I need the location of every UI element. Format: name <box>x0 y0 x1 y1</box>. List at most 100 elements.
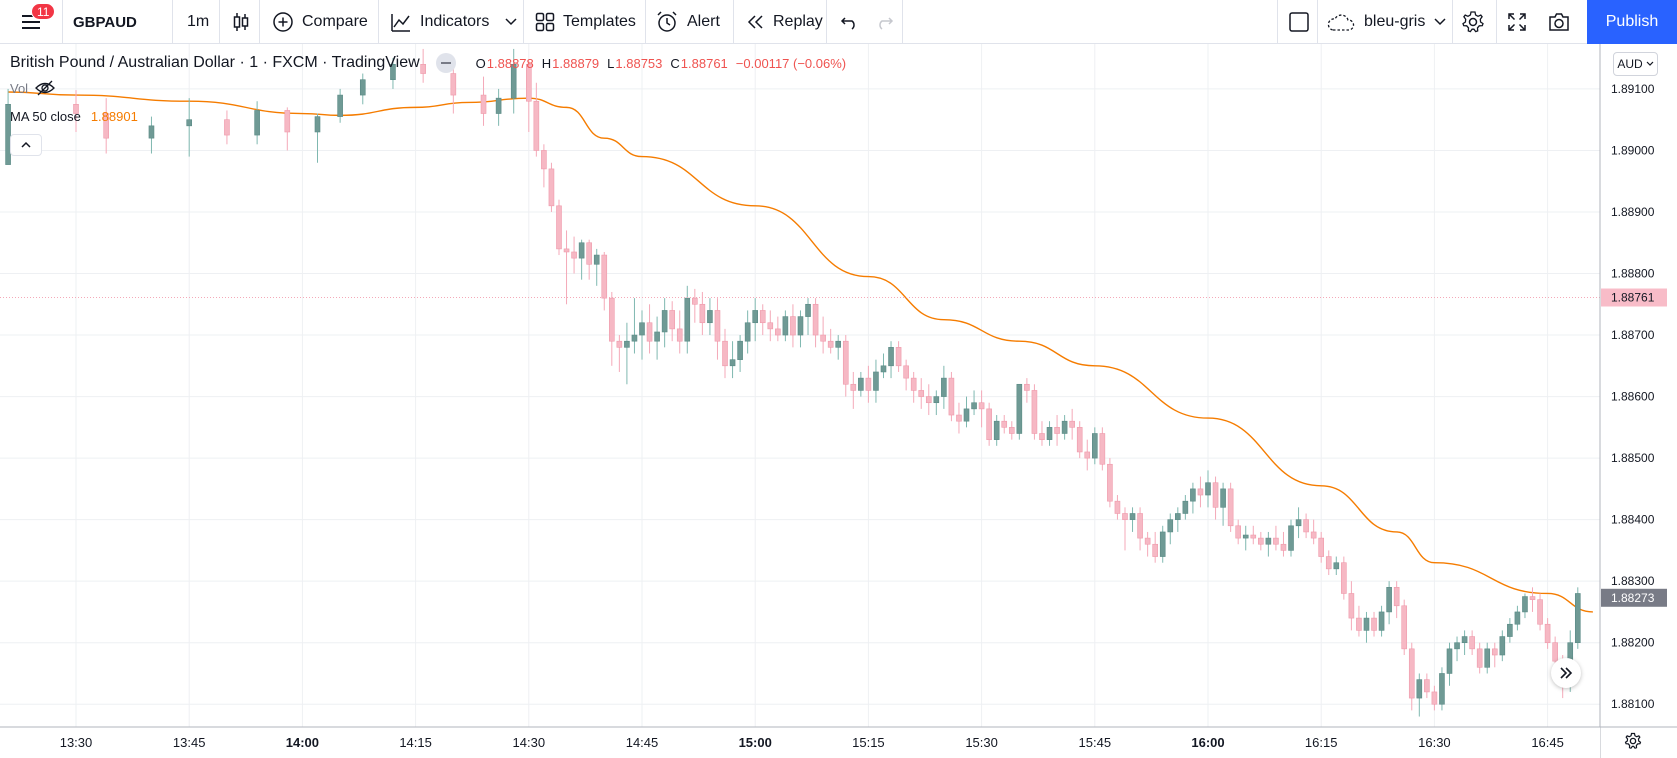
candle <box>571 236 577 274</box>
camera-icon <box>1549 13 1569 31</box>
candle <box>646 304 653 354</box>
chevron-up-icon <box>21 141 31 148</box>
price-chart[interactable]: 1.89100 1.89000 1.88900 1.88800 1.88700 1.886… <box>0 44 1677 758</box>
candle <box>533 82 540 157</box>
currency-button[interactable]: AUD <box>1613 52 1658 76</box>
candle-body <box>993 420 1000 440</box>
candle <box>525 61 532 132</box>
candle <box>548 162 555 212</box>
candle <box>1235 519 1241 545</box>
candle-body <box>186 119 192 127</box>
candle-body <box>1258 537 1264 545</box>
candle <box>767 310 774 342</box>
candle <box>1016 383 1023 440</box>
square-icon <box>1289 12 1309 32</box>
candle <box>609 291 615 366</box>
volume-legend-row[interactable]: Vol <box>10 80 56 96</box>
compare-button[interactable]: Compare <box>272 0 368 44</box>
replay-button[interactable]: Replay <box>745 0 823 44</box>
candle-body <box>820 334 826 342</box>
candle <box>888 341 894 379</box>
menu-button[interactable] <box>14 0 50 44</box>
candle-body <box>1046 427 1053 440</box>
legend-toggle-button[interactable] <box>435 53 456 73</box>
indicators-dropdown-button[interactable] <box>505 0 517 44</box>
candle <box>1084 439 1091 471</box>
settings-button[interactable] <box>1461 0 1485 44</box>
interval-button[interactable]: 1m <box>187 13 210 30</box>
layout-button[interactable]: bleu-gris <box>1326 0 1425 44</box>
high-key: H <box>541 55 552 71</box>
ma-price-box <box>1601 588 1667 607</box>
candle <box>661 298 668 348</box>
hamburger-icon <box>22 15 40 29</box>
candle <box>759 304 766 336</box>
undo-button[interactable] <box>840 0 860 44</box>
templates-grid-icon <box>535 12 555 32</box>
scroll-to-realtime-button[interactable] <box>1551 658 1581 688</box>
fullscreen-mode-button[interactable] <box>1288 0 1310 44</box>
candle <box>1574 587 1581 649</box>
legend-high: H1.88879 <box>542 56 599 71</box>
candle-body <box>1114 500 1121 514</box>
chevron-down-icon <box>1434 18 1446 26</box>
candle-body <box>1129 513 1136 520</box>
gear-icon <box>1624 732 1642 749</box>
candle <box>1295 507 1302 539</box>
axis-settings-button[interactable] <box>1624 732 1642 755</box>
candle <box>692 288 698 323</box>
candle <box>903 359 909 391</box>
candle <box>1356 605 1362 637</box>
candle-body <box>941 377 947 397</box>
candle <box>1152 531 1158 563</box>
candle <box>593 248 600 286</box>
candle-body <box>1069 420 1075 428</box>
candle-body <box>1054 427 1060 434</box>
ma-price-label: 1.88273 <box>1611 591 1655 605</box>
alert-button[interactable]: Alert <box>655 0 720 44</box>
candle-body <box>948 377 955 416</box>
candle-body <box>835 340 842 348</box>
time-axis <box>0 727 1600 758</box>
candle-body <box>359 79 366 96</box>
redo-button[interactable] <box>874 0 894 44</box>
ma-legend-row[interactable]: MA 50 close 1.88901 <box>10 109 138 124</box>
candle-body <box>525 64 532 102</box>
candle-body <box>1461 636 1468 644</box>
candle-body <box>654 331 660 342</box>
candle-body <box>1122 513 1128 520</box>
candle-body <box>767 322 774 330</box>
candle-body <box>850 383 857 391</box>
candle-body <box>1280 543 1287 551</box>
candle-body <box>1341 562 1347 594</box>
cloud-icon <box>1327 14 1355 31</box>
candle <box>1537 593 1543 631</box>
currency-label: AUD <box>1617 57 1643 71</box>
candle-body <box>533 100 540 151</box>
collapse-legend-button[interactable] <box>10 134 42 156</box>
symbol-search-button[interactable]: GBPAUD <box>73 13 137 31</box>
candle <box>541 144 547 188</box>
candle-body <box>103 113 109 139</box>
candle <box>1514 605 1521 631</box>
candle <box>1076 421 1083 459</box>
time-tick-label: 14:30 <box>513 735 546 750</box>
price-tick-label: 1.89100 <box>1611 82 1655 96</box>
snapshot-button[interactable] <box>1547 0 1571 44</box>
candle-body <box>224 119 230 136</box>
indicators-button[interactable]: Indicators <box>390 0 489 44</box>
publish-button[interactable]: Publish <box>1587 0 1677 44</box>
templates-button[interactable]: Templates <box>535 0 636 44</box>
layout-dropdown-button[interactable] <box>1434 0 1446 44</box>
open-key: O <box>475 55 486 71</box>
candle <box>1129 507 1136 532</box>
candle <box>73 90 79 132</box>
candle <box>1288 519 1294 557</box>
candle-body <box>1182 500 1189 514</box>
time-tick-label: 15:45 <box>1079 735 1112 750</box>
expand-button[interactable] <box>1506 0 1528 44</box>
chart-type-button[interactable] <box>232 0 250 44</box>
top-toolbar: 11 GBPAUD 1m Compare Indicators <box>0 0 1677 44</box>
candle-body <box>888 347 894 367</box>
candle <box>1220 482 1226 526</box>
